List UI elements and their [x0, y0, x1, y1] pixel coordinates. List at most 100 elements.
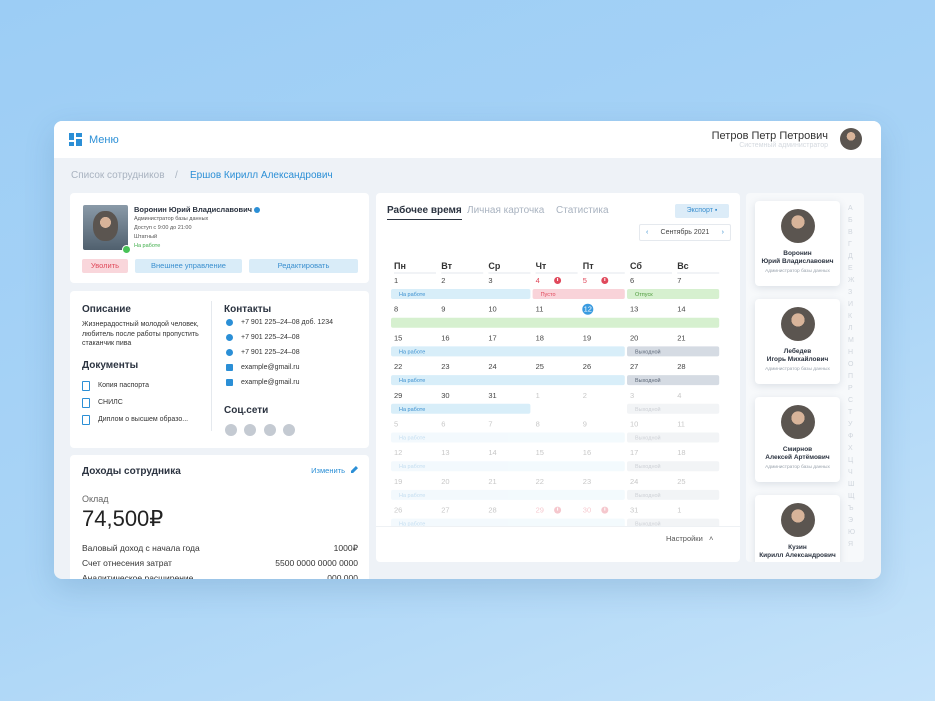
document-link[interactable]: Диплом о высшем образо...	[98, 416, 189, 423]
employee-card[interactable]: Воронин Юрий Владиславович Администратор б…	[755, 201, 840, 286]
alphabet-letter[interactable]: Ю	[848, 529, 856, 536]
alphabet-letter[interactable]: О	[848, 361, 854, 368]
edit-button[interactable]: Редактировать	[249, 259, 358, 273]
alphabet-letter[interactable]: С	[848, 397, 854, 404]
day-number: 22	[394, 362, 402, 371]
alphabet-letter[interactable]: И	[848, 301, 854, 308]
day: 29	[536, 506, 562, 515]
day-number: 17	[630, 448, 638, 457]
document-link[interactable]: СНИЛС	[98, 399, 123, 406]
profile-name: Воронин Юрий Владиславович	[134, 205, 261, 214]
alphabet-letter[interactable]: З	[848, 289, 853, 296]
tab[interactable]: Личная карточка	[467, 205, 545, 216]
alphabet-letter[interactable]: Ж	[848, 277, 855, 284]
event: На работе	[391, 461, 625, 472]
day: 7	[488, 420, 492, 429]
alphabet-letter[interactable]: Ч	[848, 469, 853, 476]
day: 19	[394, 477, 402, 486]
alphabet-letter[interactable]: Х	[848, 445, 853, 452]
tab-active[interactable]: Рабочее время	[387, 205, 462, 220]
menu-label[interactable]: Меню	[89, 134, 119, 146]
alphabet-letter[interactable]: Ш	[848, 481, 855, 488]
event-label: Выходной	[635, 406, 661, 413]
alphabet-letter[interactable]: Р	[848, 385, 853, 392]
social-icon[interactable]	[264, 424, 276, 436]
weekday-label: Вт	[441, 261, 452, 271]
day-number: 26	[394, 506, 402, 515]
menu-icon[interactable]	[69, 133, 82, 146]
income-label: Счет отнесения затрат	[82, 558, 172, 568]
alphabet-letter[interactable]: М	[848, 337, 854, 344]
social-icon[interactable]	[244, 424, 256, 436]
user-name[interactable]: Петров Петр Петрович	[711, 130, 828, 142]
event: Выходной	[627, 518, 720, 528]
event-bar	[627, 289, 720, 299]
day-number: 19	[394, 477, 402, 486]
external-button[interactable]: Внешнее управление	[135, 259, 242, 273]
day-number: 8	[394, 305, 398, 314]
fire-button[interactable]: Уволить	[82, 259, 128, 273]
week-row: На работе Выходной 5 6 7 8 9 10 11	[391, 420, 720, 443]
day: 1	[536, 391, 540, 400]
day: 21	[677, 333, 685, 342]
day: 14	[488, 448, 496, 457]
day: 20	[630, 333, 638, 342]
employee-card[interactable]: Лебедев Игорь Михайлович Администратор баз…	[755, 299, 840, 384]
day: 10	[488, 305, 496, 314]
alphabet-letter[interactable]: Э	[848, 517, 854, 524]
event-bar	[391, 489, 625, 500]
user-avatar[interactable]	[840, 128, 862, 150]
document-icon	[82, 415, 90, 425]
settings-link[interactable]: Настройки ˄	[666, 534, 714, 543]
social-icon[interactable]	[283, 424, 295, 436]
breadcrumb-separator: /	[175, 170, 178, 181]
alphabet-letter[interactable]: К	[848, 313, 853, 320]
day-number: 31	[488, 391, 496, 400]
event-label: Выходной	[635, 348, 661, 355]
alphabet-letter[interactable]: П	[848, 373, 854, 380]
alphabet-letter[interactable]: Я	[848, 541, 854, 548]
edit-icon[interactable]	[351, 466, 358, 473]
day-number: 17	[488, 333, 496, 342]
month-picker[interactable]: ‹ Сентябрь 2021 ›	[639, 224, 731, 241]
day: 25	[677, 477, 685, 486]
profile-name-text: Воронин Юрий Владиславович	[134, 205, 253, 214]
alphabet-letter[interactable]: Ъ	[848, 505, 854, 512]
alphabet-letter[interactable]: Ц	[848, 457, 854, 464]
day-number: 5	[583, 276, 587, 285]
week-row: На работе Выходной 26 27 28 29 30 31 1	[391, 506, 720, 528]
alphabet-letter[interactable]: Ф	[848, 433, 854, 440]
details-card: Описание Жизнерадостный молодой человек,…	[70, 291, 369, 448]
alphabet-letter[interactable]: Щ	[848, 493, 855, 500]
day-number: 7	[488, 420, 492, 429]
tab[interactable]: Статистика	[556, 205, 609, 216]
alert-mark	[557, 278, 559, 281]
app-window: Меню Петров Петр Петрович Системный адми…	[54, 121, 881, 579]
alphabet-letter[interactable]: В	[848, 229, 853, 236]
alphabet-letter[interactable]: Д	[848, 253, 853, 260]
document-link[interactable]: Копия паспорта	[98, 382, 150, 389]
day: 10	[630, 420, 638, 429]
alphabet-letter[interactable]: Л	[848, 325, 853, 332]
income-label: Аналитическое расширение	[82, 573, 194, 579]
alphabet-letter[interactable]: Т	[848, 409, 853, 416]
alphabet-letter[interactable]: У	[848, 421, 853, 428]
alphabet-letter[interactable]: Г	[848, 241, 852, 248]
alphabet-letter[interactable]: Н	[848, 349, 854, 356]
alphabet-letter[interactable]: Е	[848, 265, 853, 272]
event-label: Выходной	[635, 521, 661, 528]
export-label: Экспорт	[686, 207, 713, 214]
alphabet-letter[interactable]: А	[848, 205, 853, 212]
event: Пусто	[532, 289, 625, 299]
day-number: 6	[630, 276, 634, 285]
description-title: Описание	[82, 304, 131, 315]
day: 30	[441, 391, 449, 400]
breadcrumb-parent[interactable]: Список сотрудников	[71, 170, 165, 181]
employee-card[interactable]: Смирнов Алексей Артёмович Администратор ба…	[755, 397, 840, 482]
export-button[interactable]: Экспорт ▪	[675, 204, 729, 218]
day-number: 11	[536, 305, 544, 314]
social-icon[interactable]	[225, 424, 237, 436]
alphabet-letter[interactable]: Б	[848, 217, 853, 224]
income-edit[interactable]: Изменить	[311, 466, 345, 475]
